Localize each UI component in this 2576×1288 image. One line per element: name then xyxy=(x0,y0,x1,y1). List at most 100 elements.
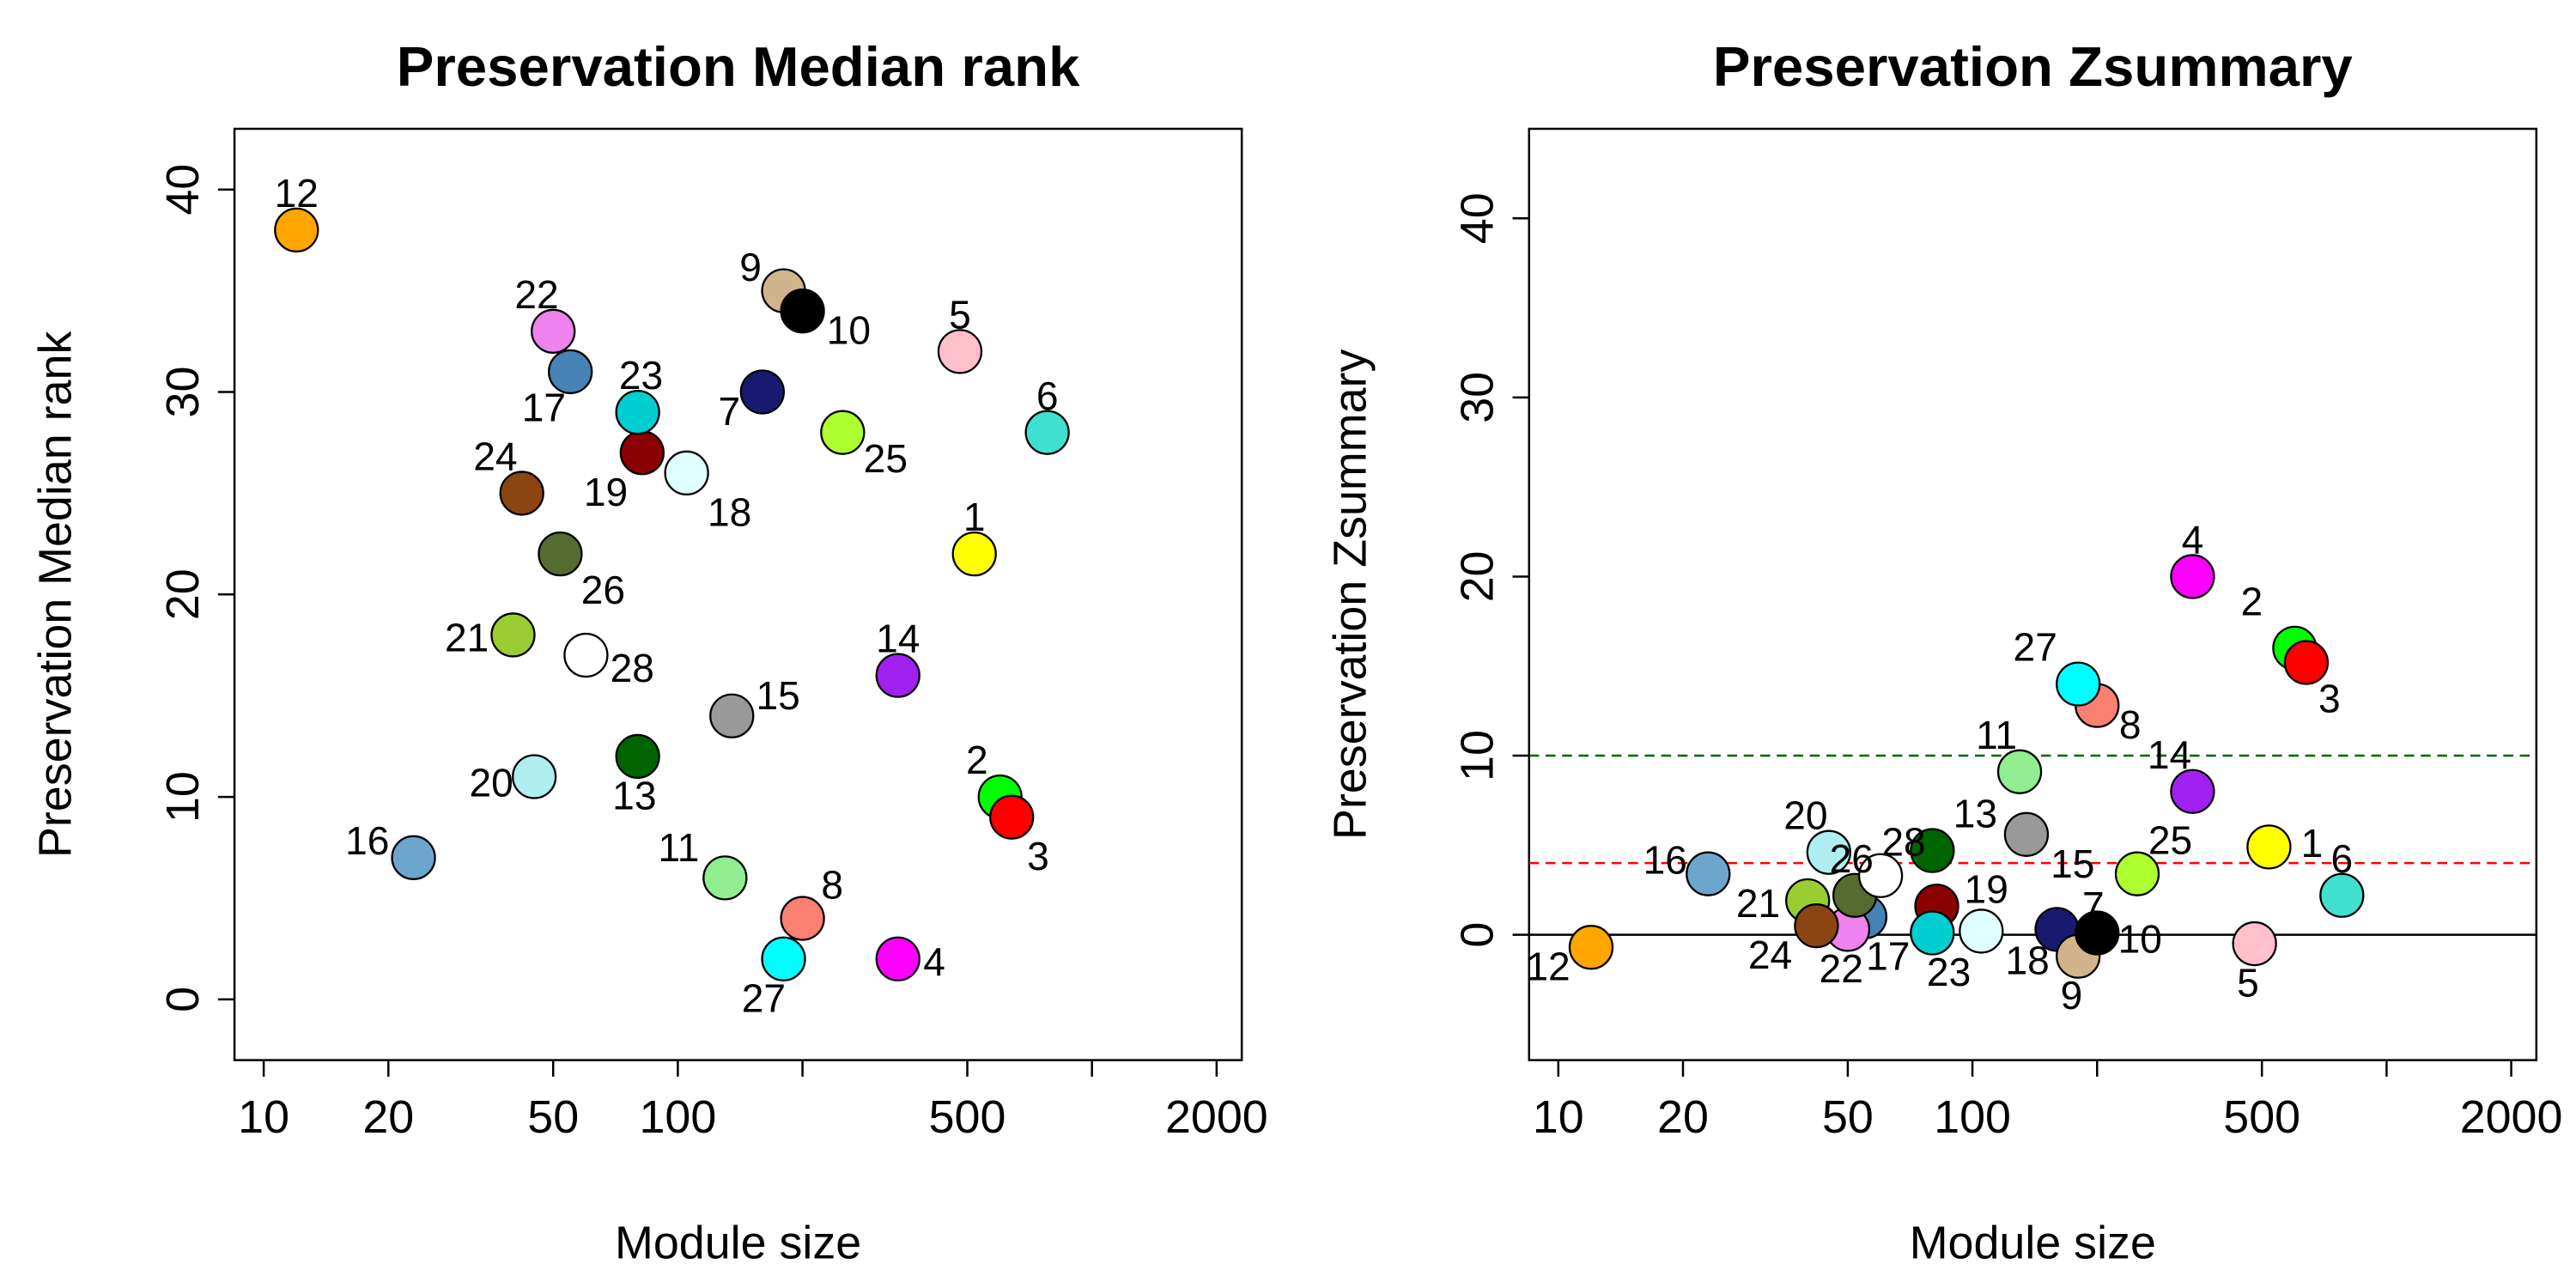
data-point xyxy=(709,693,755,738)
point-label: 23 xyxy=(619,353,663,398)
data-point xyxy=(2003,811,2050,857)
point-label: 16 xyxy=(1643,838,1687,883)
point-label: 10 xyxy=(827,308,871,353)
point-label: 8 xyxy=(821,862,843,907)
point-label: 18 xyxy=(708,489,751,534)
point-label: 20 xyxy=(1783,793,1827,838)
point-label: 7 xyxy=(719,389,741,434)
point-label: 28 xyxy=(611,646,654,690)
point-label: 3 xyxy=(1027,834,1049,878)
point-label: 21 xyxy=(445,616,489,660)
point-label: 10 xyxy=(2118,917,2162,962)
point-label: 15 xyxy=(756,673,799,718)
chart-title: Preservation Median rank xyxy=(397,35,1080,98)
data-point xyxy=(1568,925,1614,970)
point-label: 16 xyxy=(345,818,389,863)
data-point xyxy=(2170,769,2215,814)
data-point xyxy=(702,855,748,901)
point-label: 18 xyxy=(2006,938,2050,982)
point-label: 20 xyxy=(469,761,513,805)
point-label: 4 xyxy=(2182,518,2204,562)
panel-zsummary: Preservation Zsummary Module size Preser… xyxy=(1324,35,2562,1268)
point-label: 11 xyxy=(1976,713,2017,757)
x-tick-label: 50 xyxy=(527,1091,579,1143)
data-point xyxy=(512,754,557,799)
data-point xyxy=(1794,903,1839,949)
chart-title: Preservation Zsummary xyxy=(1713,35,2353,98)
point-label: 17 xyxy=(1866,933,1910,978)
data-point xyxy=(1959,908,2004,954)
point-label: 14 xyxy=(2148,732,2191,777)
x-axis-label: Module size xyxy=(615,1217,861,1268)
point-label: 24 xyxy=(1748,933,1792,977)
point-label: 24 xyxy=(473,434,517,478)
point-label: 1 xyxy=(963,495,986,539)
y-tick-label: 30 xyxy=(1451,372,1503,423)
y-tick-label: 10 xyxy=(1451,730,1503,781)
point-label: 5 xyxy=(949,292,971,337)
point-label: 23 xyxy=(1927,950,1971,994)
point-label: 14 xyxy=(876,617,920,661)
point-label: 9 xyxy=(2061,973,2083,1018)
data-point xyxy=(2170,554,2215,599)
data-point xyxy=(548,349,593,395)
point-label: 2 xyxy=(966,738,988,782)
plot-frame xyxy=(1528,127,2538,1061)
point-label: 5 xyxy=(2237,961,2259,1005)
data-point xyxy=(820,410,866,455)
point-label: 6 xyxy=(2331,836,2354,881)
y-tick-label: 40 xyxy=(1451,192,1503,244)
x-tick-label: 100 xyxy=(1934,1091,2011,1143)
point-label: 25 xyxy=(864,436,908,481)
data-point xyxy=(499,471,544,516)
data-point xyxy=(780,289,825,334)
point-label: 19 xyxy=(584,470,628,514)
x-axis-label: Module size xyxy=(1910,1217,2156,1268)
x-tick-label: 2000 xyxy=(1165,1091,1268,1143)
x-tick-label: 500 xyxy=(929,1091,1006,1143)
data-point xyxy=(1910,828,1955,873)
point-label: 22 xyxy=(1820,946,1863,991)
data-point xyxy=(2075,910,2120,956)
point-label: 25 xyxy=(2148,818,2192,863)
data-point xyxy=(989,794,1035,840)
data-point xyxy=(1996,749,2043,794)
x-tick-label: 20 xyxy=(362,1091,414,1143)
data-point xyxy=(951,531,997,577)
x-tick-label: 10 xyxy=(238,1091,289,1143)
x-tick-label: 50 xyxy=(1822,1091,1874,1143)
data-point xyxy=(619,430,665,476)
point-label: 22 xyxy=(514,272,558,317)
y-axis-label: Preservation Zsummary xyxy=(1324,349,1376,840)
data-point xyxy=(2283,640,2330,685)
y-tick-label: 30 xyxy=(157,367,209,418)
y-tick-label: 20 xyxy=(157,568,209,620)
data-point xyxy=(780,896,825,941)
panel-median-rank: Preservation Median rank Module size Pre… xyxy=(30,35,1268,1268)
data-point xyxy=(761,936,806,981)
data-point xyxy=(1910,910,1955,956)
point-label: 19 xyxy=(1965,866,2008,911)
data-point xyxy=(391,835,436,880)
point-label: 6 xyxy=(1036,374,1059,418)
x-tick-label: 20 xyxy=(1657,1091,1709,1143)
data-point xyxy=(490,612,536,658)
point-label: 13 xyxy=(1953,792,1997,836)
point-label: 11 xyxy=(659,825,700,870)
data-point xyxy=(937,329,983,374)
y-tick-label: 20 xyxy=(1451,551,1503,603)
x-tick-label: 2000 xyxy=(2460,1091,2563,1143)
data-point xyxy=(1857,853,1904,898)
point-label: 1 xyxy=(2301,821,2324,866)
y-tick-label: 0 xyxy=(157,987,209,1012)
point-label: 26 xyxy=(1830,836,1874,881)
point-label: 12 xyxy=(275,171,319,216)
point-label: 12 xyxy=(1526,945,1570,989)
point-label: 3 xyxy=(2318,676,2341,720)
point-label: 8 xyxy=(2119,702,2142,747)
plot-frame xyxy=(233,127,1243,1061)
data-point xyxy=(1806,829,1852,875)
data-point xyxy=(1024,410,1070,455)
data-point xyxy=(563,632,609,678)
